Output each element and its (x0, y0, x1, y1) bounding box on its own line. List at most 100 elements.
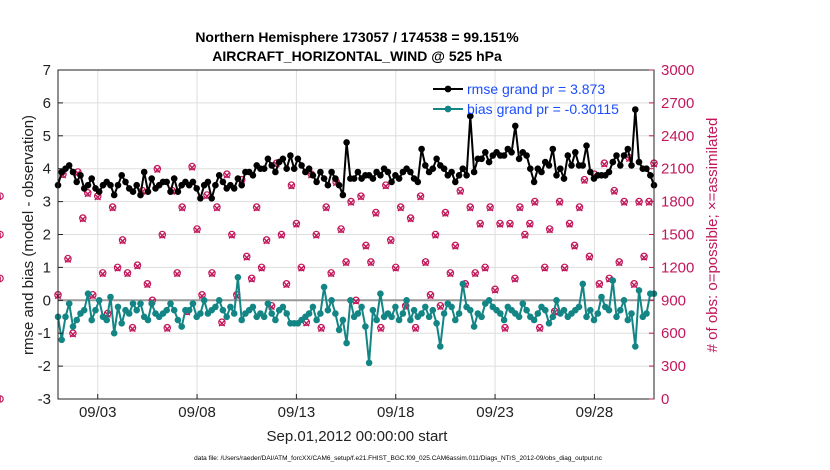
obs-assimilated-point (288, 182, 295, 190)
obs-possible-point (123, 269, 132, 277)
bias-point (422, 303, 429, 311)
rmse-series (54, 106, 658, 202)
obs-assimilated-point (561, 265, 568, 272)
rmse-point (369, 175, 377, 182)
rmse-point (448, 168, 455, 176)
right-axis: 0 300 600 900 1200 1500 1800 2100 2400 2700 3000 (649, 62, 694, 408)
rmse-point (197, 195, 204, 202)
obs-possible-point (535, 323, 544, 332)
rmse-point (527, 165, 534, 172)
obs-assimilated-point (640, 254, 648, 261)
obs-possible-point (396, 203, 405, 211)
bias-point (399, 310, 407, 317)
rmse-point (167, 188, 174, 195)
obs-possible-point (143, 280, 152, 288)
obs-assimilated-point (417, 193, 424, 201)
rmse-point (583, 142, 590, 149)
bias-point (485, 297, 493, 304)
bias-point (249, 303, 257, 311)
bias-point (347, 297, 354, 304)
rmse-point (260, 165, 268, 172)
bias-point (542, 306, 549, 314)
obs-assimilated-point (327, 270, 335, 278)
rmse-point (628, 162, 635, 169)
obs-assimilated-point (442, 210, 449, 217)
obs-assimilated-point (407, 215, 414, 223)
legend-bias-marker (444, 105, 452, 113)
bias-point (144, 316, 152, 324)
obs-possible-point (297, 263, 306, 272)
obs-possible-point (406, 214, 415, 222)
obs-possible-point (322, 203, 331, 211)
bias-point (549, 313, 557, 321)
rmse-point (545, 162, 553, 169)
bias-point (260, 313, 268, 321)
obs-assimilated-point (620, 199, 628, 206)
bias-point (185, 306, 193, 314)
bias-point (418, 310, 425, 317)
rmse-point (283, 165, 291, 172)
obs-possible-point (228, 230, 236, 239)
obs-assimilated-point (596, 281, 603, 289)
obs-assimilated-point (457, 188, 464, 196)
rmse-point (440, 165, 448, 172)
obs-assimilated-point (466, 204, 474, 212)
bias-point (178, 323, 185, 330)
bias-point (617, 306, 624, 314)
rmse-point (624, 145, 632, 153)
x-axis: 09/03 09/08 09/13 09/18 09/23 09/28 (79, 394, 613, 421)
obs-possible-point (391, 263, 400, 272)
x-tick-label: 09/23 (476, 404, 514, 421)
obs-possible-point (0, 274, 4, 283)
rmse-point (617, 162, 624, 169)
obs-assimilated-point (377, 325, 385, 333)
y-tick-label: 6 (43, 95, 51, 112)
obs-assimilated-point (84, 190, 92, 198)
y-right-tick-label: 600 (661, 325, 686, 342)
rmse-point (268, 162, 276, 169)
y-tick-label: 0 (43, 292, 51, 309)
rmse-point (553, 172, 560, 179)
obs-assimilated-point (283, 281, 290, 289)
bias-point (373, 316, 380, 324)
bias-point (320, 283, 328, 291)
bias-point (118, 320, 125, 327)
obs-assimilated-point (476, 221, 484, 228)
obs-assimilated-point (253, 204, 260, 212)
rmse-point (215, 172, 223, 179)
rmse-point (118, 172, 125, 179)
y-right-tick-label: 2700 (661, 95, 694, 112)
rmse-point (84, 181, 92, 189)
obs-possible-point (506, 219, 514, 228)
obs-possible-point (0, 395, 4, 403)
obs-possible-point (292, 219, 301, 228)
rmse-point (485, 158, 493, 166)
rmse-point (482, 149, 489, 156)
obs-possible-point (213, 203, 221, 211)
obs-assimilated-point (223, 171, 231, 179)
rmse-point (294, 155, 302, 163)
obs-assimilated-point (159, 232, 166, 239)
rmse-point (508, 149, 515, 156)
bias-point (65, 300, 73, 307)
bias-point (519, 300, 527, 307)
rmse-point (272, 168, 279, 176)
bias-point (107, 293, 114, 301)
obs-possible-point (580, 175, 589, 184)
rmse-point (73, 178, 80, 186)
obs-possible-point (69, 329, 77, 338)
bias-point (478, 313, 485, 321)
obs-possible-point (530, 197, 539, 206)
obs-possible-point (163, 323, 172, 332)
rmse-point (174, 188, 182, 195)
obs-possible-point (178, 203, 186, 211)
obs-possible-point (411, 323, 420, 332)
bias-point (197, 310, 204, 317)
rmse-point (298, 162, 305, 169)
obs-possible-point (223, 170, 231, 178)
obs-possible-point (615, 258, 624, 266)
rmse-point (317, 168, 324, 176)
y-right-tick-label: 300 (661, 358, 686, 375)
bias-point (395, 316, 403, 324)
bias-point (92, 306, 99, 314)
